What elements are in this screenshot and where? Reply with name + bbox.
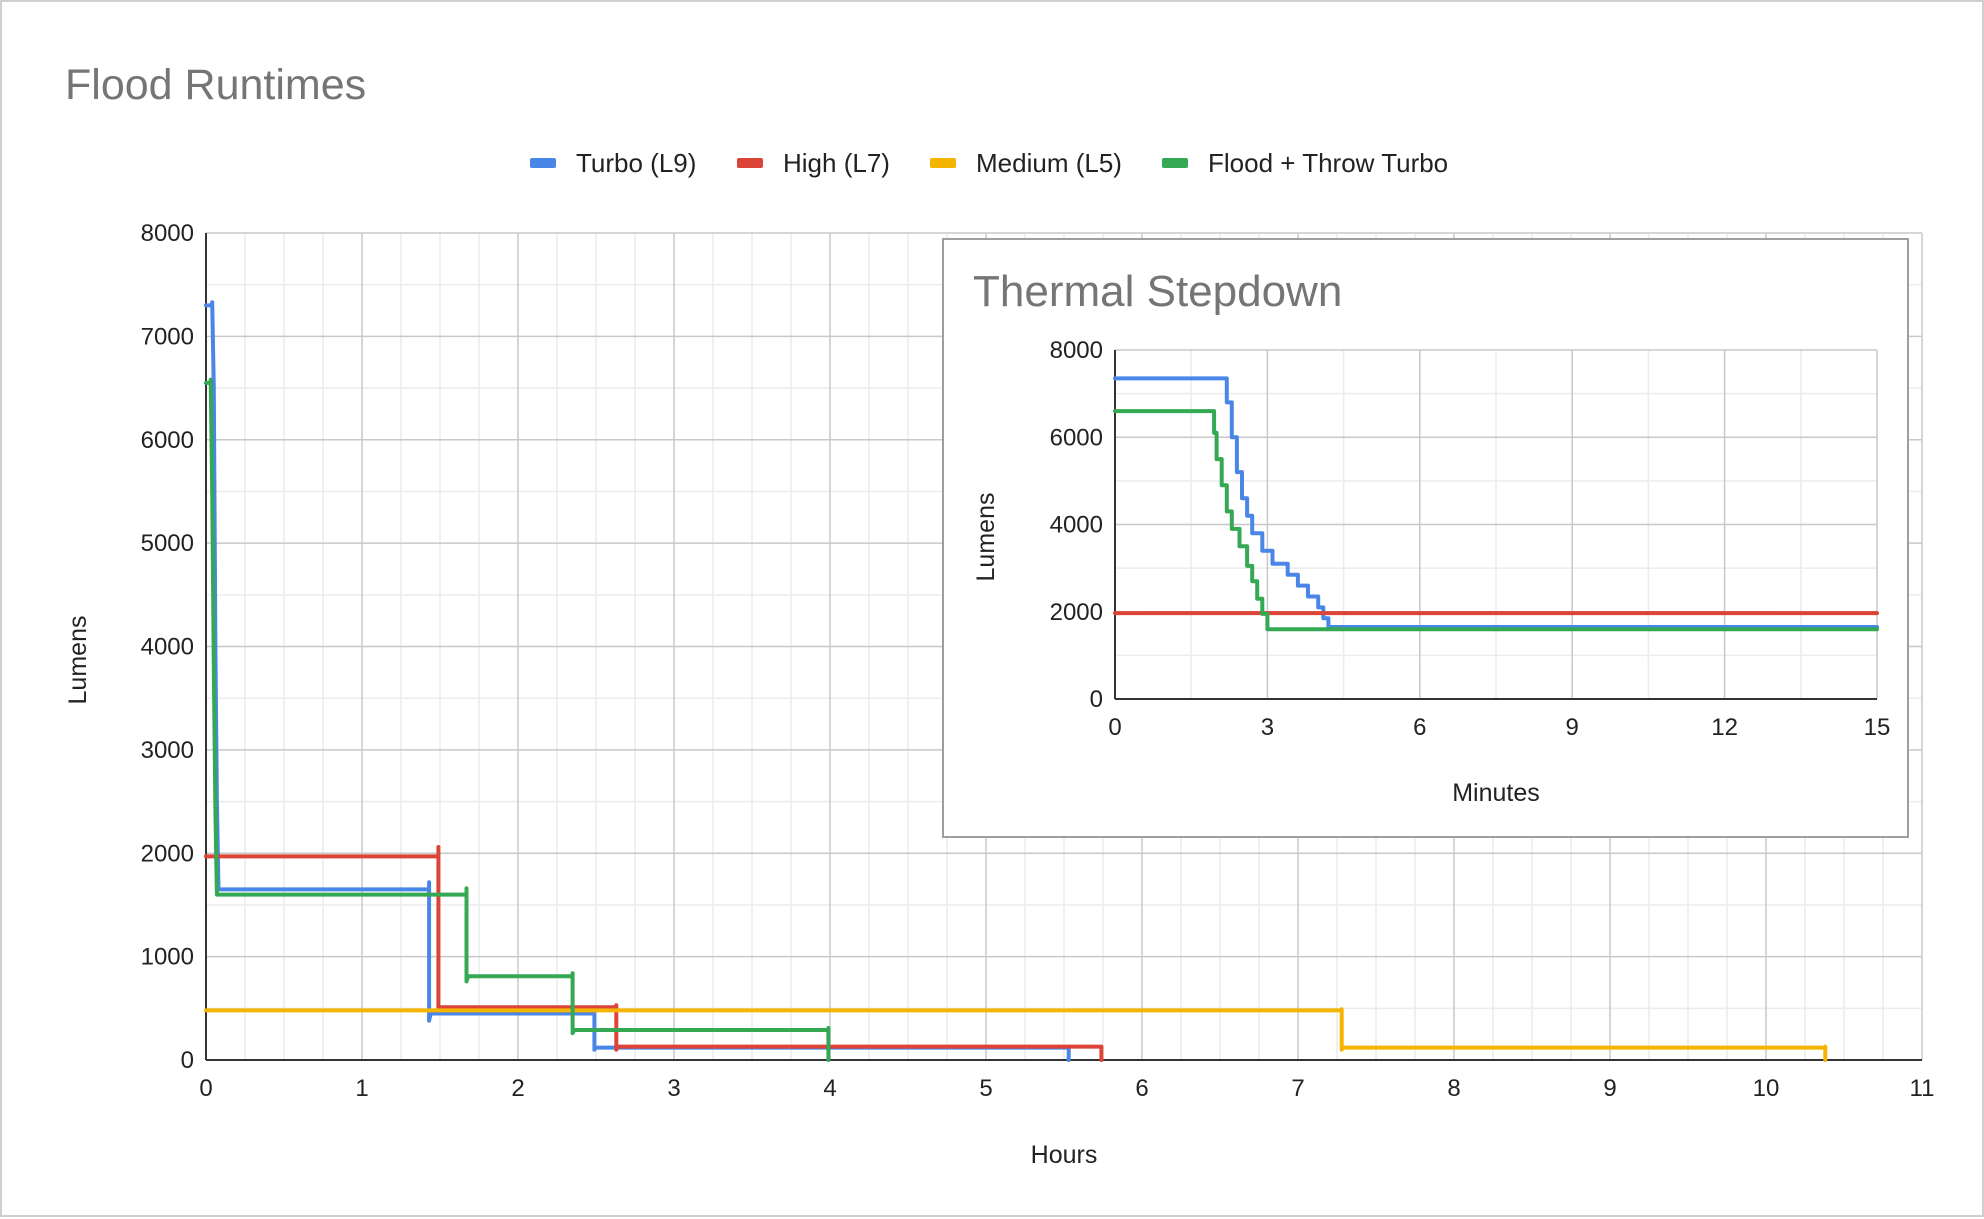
main-y-axis-title: Lumens [64, 616, 92, 705]
main-y-tick-label: 4000 [141, 634, 194, 661]
inset-y-tick-label: 0 [1090, 686, 1103, 713]
legend: Turbo (L9) High (L7) Medium (L5) Flood + Th… [530, 148, 1448, 178]
main-x-tick-label: 9 [1603, 1075, 1616, 1102]
inset-x-tick-label: 15 [1864, 714, 1891, 741]
main-x-tick-label: 2 [511, 1075, 524, 1102]
main-x-tick-label: 4 [823, 1075, 836, 1102]
main-y-tick-label: 2000 [141, 840, 194, 867]
inset-gridlines [1115, 349, 1878, 699]
legend-swatch-turbo-l9 [530, 158, 556, 168]
main-x-tick-label: 6 [1135, 1075, 1148, 1102]
main-x-tick-label: 5 [979, 1075, 992, 1102]
inset-y-tick-label: 8000 [1050, 337, 1103, 364]
main-series-line-turbo-l9 [204, 300, 1071, 1062]
main-y-tick-label: 1000 [141, 944, 194, 971]
main-series-line-flood-throw-turbo [204, 377, 831, 1062]
main-y-tick-label: 8000 [141, 220, 194, 247]
main-x-tick-label: 11 [1910, 1075, 1935, 1102]
inset-series-line-flood-throw-turbo [1113, 409, 1879, 632]
inset-chart: Thermal Stepdown 0 3 6 9 12 15 0 2000 4000 6000 80… [942, 238, 1909, 838]
main-y-tick-label: 0 [181, 1047, 194, 1074]
inset-y-tick-label: 4000 [1050, 512, 1103, 539]
inset-x-tick-label: 9 [1566, 714, 1579, 741]
legend-label-turbo-l9: Turbo (L9) [576, 148, 696, 178]
inset-x-tick-label: 6 [1413, 714, 1426, 741]
legend-swatch-medium-l5 [930, 158, 956, 168]
legend-label-high-l7: High (L7) [783, 148, 890, 178]
legend-label-flood-throw-turbo: Flood + Throw Turbo [1208, 148, 1448, 178]
inset-x-tick-label: 0 [1108, 714, 1121, 741]
inset-chart-background [942, 238, 1909, 838]
inset-x-tick-label: 3 [1261, 714, 1274, 741]
main-series-line-medium-l5 [204, 1007, 1828, 1062]
inset-tick-labels: 0 3 6 9 12 15 0 2000 4000 6000 8000 [1050, 337, 1891, 741]
main-series-group [204, 300, 1828, 1062]
inset-y-tick-label: 2000 [1050, 599, 1103, 626]
inset-series-line-turbo-l9 [1113, 376, 1879, 629]
inset-y-axis-title: Lumens [972, 493, 1000, 582]
main-x-tick-label: 3 [667, 1075, 680, 1102]
legend-swatch-flood-throw-turbo [1162, 158, 1188, 168]
inset-series-group [1113, 376, 1879, 632]
inset-y-tick-label: 6000 [1050, 424, 1103, 451]
main-series-line-high-l7 [204, 845, 1104, 1062]
main-y-tick-label: 7000 [141, 323, 194, 350]
main-y-tick-label: 6000 [141, 427, 194, 454]
inset-axes [1114, 350, 1877, 700]
main-x-tick-label: 10 [1753, 1075, 1780, 1102]
inset-chart-title: Thermal Stepdown [973, 267, 1342, 316]
main-x-tick-label: 8 [1447, 1075, 1460, 1102]
main-x-axis-title: Hours [1031, 1141, 1098, 1169]
inset-x-axis-title: Minutes [1452, 779, 1540, 807]
legend-swatch-high-l7 [737, 158, 763, 168]
main-axes [205, 233, 1922, 1061]
main-x-tick-label: 0 [199, 1075, 212, 1102]
legend-label-medium-l5: Medium (L5) [976, 148, 1122, 178]
main-tick-labels: 0 1 2 3 4 5 6 7 8 9 10 1101000200030004000500060007… [141, 220, 1935, 1102]
main-x-tick-label: 1 [355, 1075, 368, 1102]
inset-x-tick-label: 12 [1711, 714, 1738, 741]
main-x-tick-label: 7 [1291, 1075, 1304, 1102]
main-y-tick-label: 3000 [141, 737, 194, 764]
main-y-tick-label: 5000 [141, 530, 194, 557]
main-chart-title: Flood Runtimes [65, 61, 366, 109]
